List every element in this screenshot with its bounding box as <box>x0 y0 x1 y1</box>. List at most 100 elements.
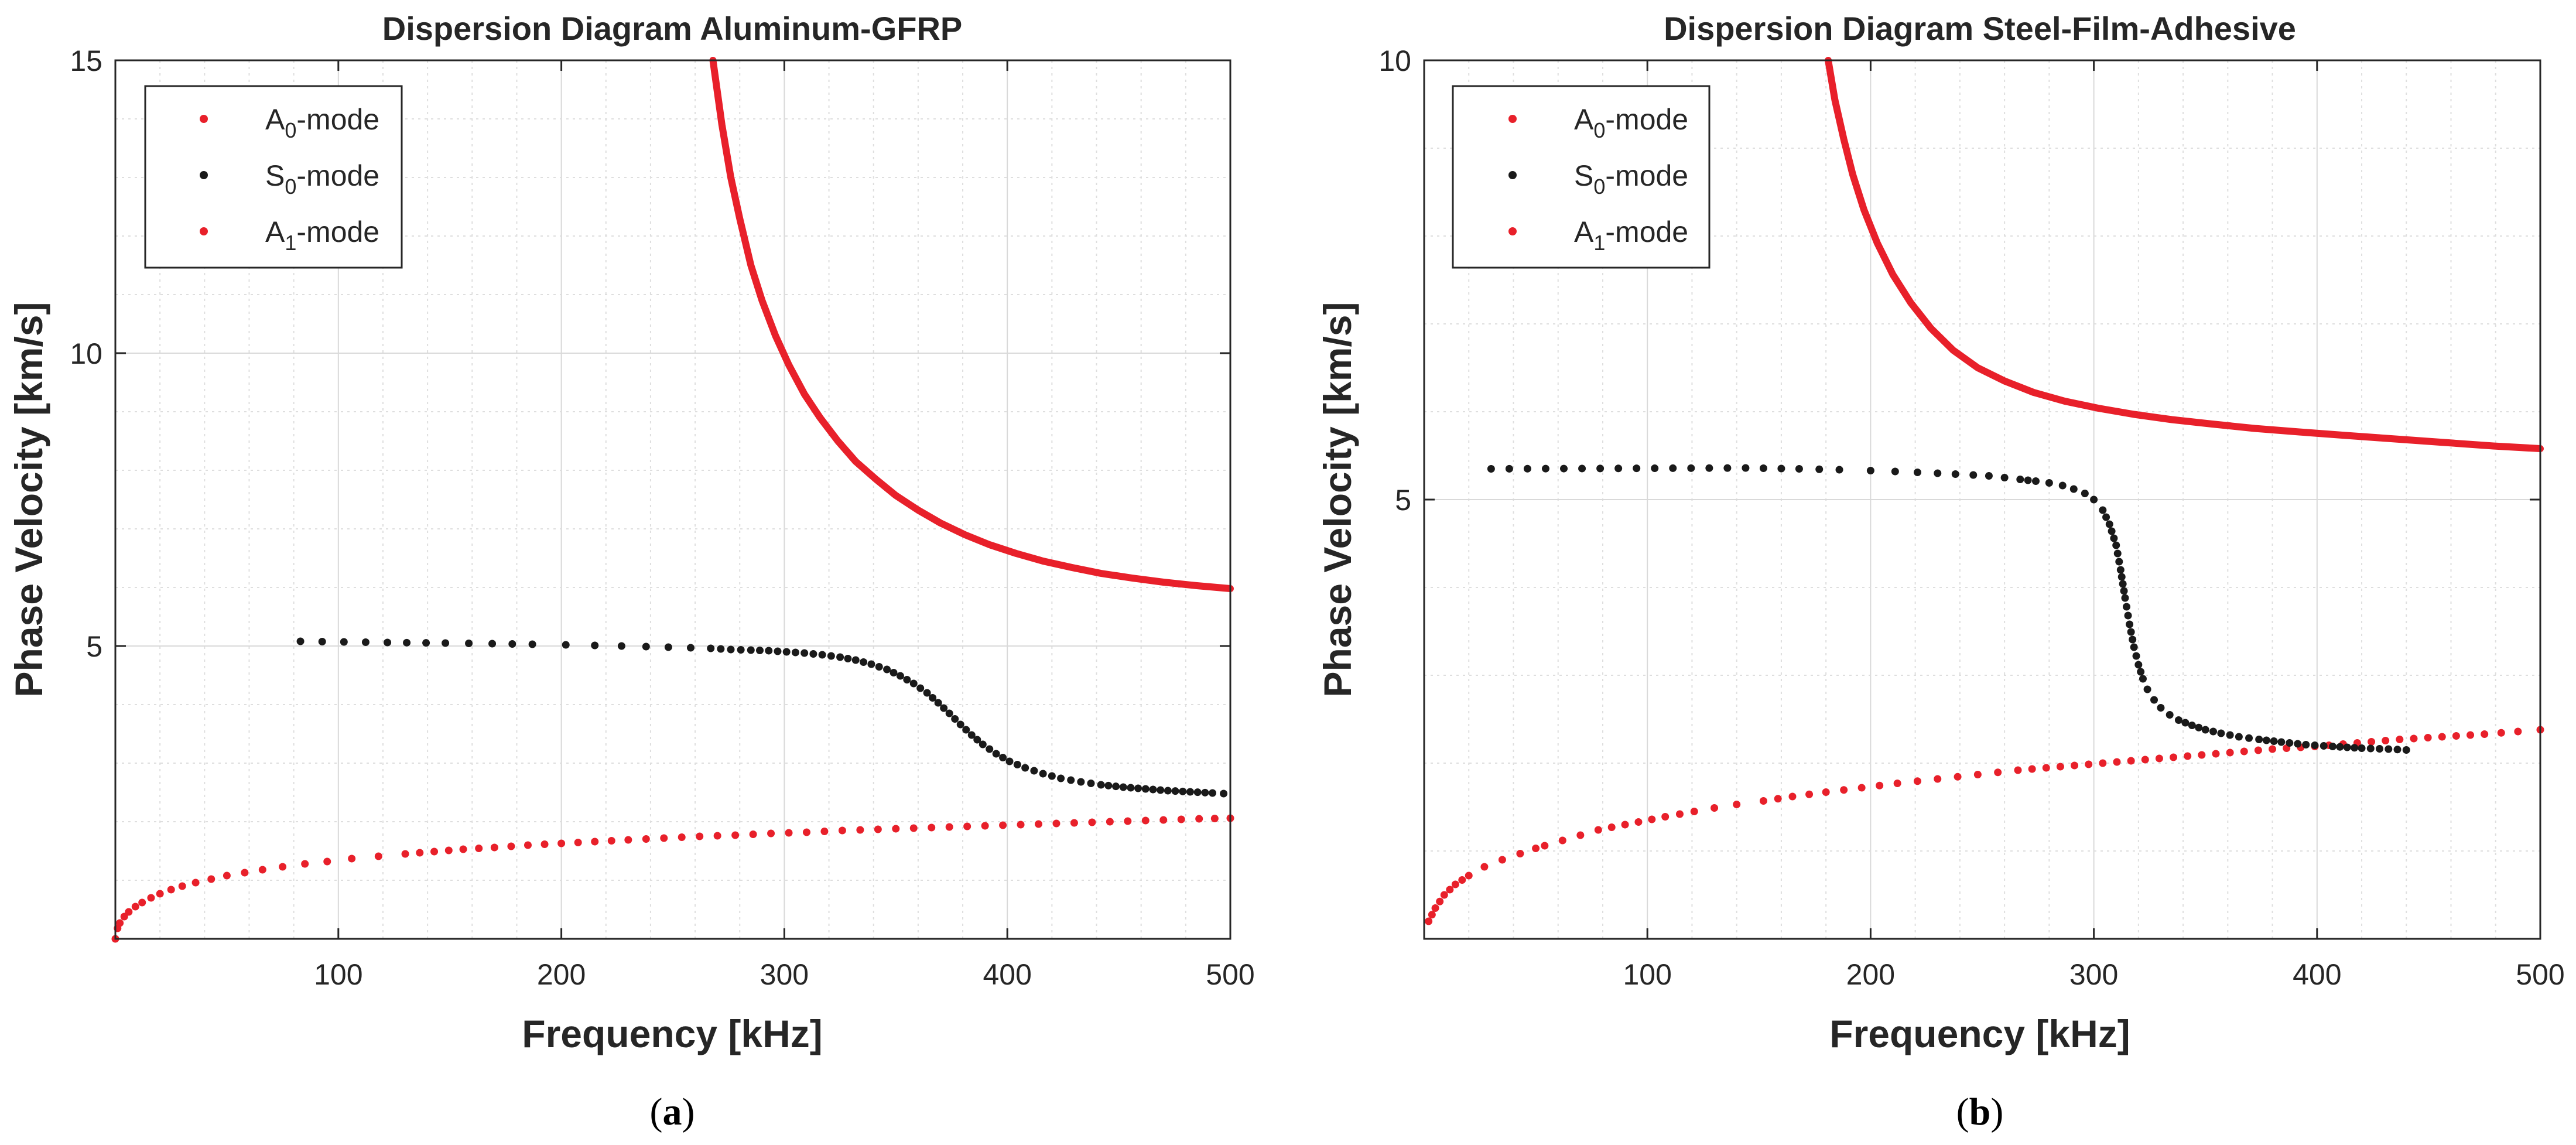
data-point <box>1815 465 1824 473</box>
data-point <box>296 637 305 645</box>
data-point <box>2102 513 2110 521</box>
data-point <box>1891 467 1899 476</box>
data-point <box>756 647 764 654</box>
data-point <box>1634 818 1643 826</box>
data-point <box>475 845 483 852</box>
data-point <box>1487 465 1495 473</box>
data-point <box>241 869 249 877</box>
data-point <box>774 647 782 655</box>
data-point <box>2452 732 2460 740</box>
data-point <box>713 832 721 840</box>
data-point <box>1195 815 1203 823</box>
data-point <box>951 715 959 723</box>
data-point <box>727 645 735 654</box>
series-line <box>709 57 1234 592</box>
data-point <box>2382 737 2390 744</box>
data-point <box>820 828 829 835</box>
data-point <box>874 825 882 833</box>
data-point <box>2127 757 2135 765</box>
data-point <box>2143 685 2151 693</box>
data-point <box>191 879 200 887</box>
data-point <box>430 847 439 856</box>
data-point <box>1106 818 1114 826</box>
data-point <box>765 647 773 655</box>
data-point <box>1661 813 1670 821</box>
data-series <box>111 57 1234 943</box>
data-point <box>916 684 925 692</box>
data-point <box>2217 729 2225 737</box>
data-point <box>1621 821 1629 829</box>
data-point <box>2240 747 2248 756</box>
data-point <box>1446 886 1454 894</box>
data-point <box>2112 541 2120 549</box>
data-point <box>2393 746 2401 754</box>
y-tick-label: 15 <box>70 45 102 77</box>
data-point <box>664 643 672 651</box>
data-point <box>802 828 810 836</box>
grid <box>115 60 1230 939</box>
legend-marker <box>200 115 208 123</box>
data-point <box>999 821 1007 829</box>
data-point <box>318 638 326 645</box>
data-point <box>2090 495 2098 504</box>
data-point <box>178 882 186 890</box>
data-point <box>903 676 911 683</box>
data-point <box>981 822 989 830</box>
data-point <box>2134 661 2143 669</box>
data-point <box>2108 527 2116 535</box>
data-point <box>660 834 668 842</box>
x-tick-label: 400 <box>983 958 1031 991</box>
data-point <box>2121 594 2129 602</box>
chart-title: Dispersion Diagram Aluminum-GFRP <box>382 10 963 47</box>
data-point <box>507 842 515 850</box>
data-point <box>442 639 450 647</box>
data-point <box>2245 734 2253 742</box>
data-point <box>2099 759 2107 767</box>
data-point <box>1017 821 1025 829</box>
data-point <box>2058 481 2067 490</box>
data-point <box>838 826 846 835</box>
data-point <box>2123 603 2131 611</box>
data-point <box>1035 820 1043 828</box>
data-point <box>929 694 937 702</box>
data-point <box>986 745 994 753</box>
legend-label: S0-mode <box>1574 159 1688 199</box>
data-point <box>1795 465 1803 473</box>
data-point <box>2181 719 2190 727</box>
data-point <box>2226 731 2234 739</box>
data-point <box>156 890 164 898</box>
data-point <box>973 736 981 744</box>
data-point <box>956 720 964 729</box>
data-point <box>2000 474 2009 481</box>
data-point <box>809 650 817 658</box>
data-point <box>2174 716 2182 724</box>
data-point <box>867 660 875 668</box>
data-point <box>1857 784 1866 792</box>
data-point <box>2126 620 2134 628</box>
x-tick-label: 500 <box>2516 958 2564 991</box>
data-point <box>2071 761 2079 770</box>
data-point <box>731 831 740 839</box>
data-point <box>1451 880 1459 888</box>
series-a0-mode <box>1425 726 2544 925</box>
data-point <box>2438 733 2446 741</box>
data-point <box>1723 464 1732 472</box>
data-point <box>2336 743 2344 751</box>
data-point <box>2115 558 2123 566</box>
data-point <box>767 829 775 838</box>
data-point <box>2045 479 2053 487</box>
data-point <box>2226 748 2234 757</box>
data-point <box>1969 471 1978 479</box>
data-point <box>374 852 382 860</box>
data-point <box>401 850 409 858</box>
chart-title: Dispersion Diagram Steel-Film-Adhesive <box>1664 10 2296 47</box>
data-point <box>617 642 625 650</box>
data-point <box>416 849 424 857</box>
data-point <box>138 898 146 907</box>
data-point <box>1209 789 1217 797</box>
data-point <box>963 822 971 830</box>
data-point <box>928 823 936 832</box>
data-point <box>1171 787 1179 795</box>
data-point <box>1159 816 1168 824</box>
